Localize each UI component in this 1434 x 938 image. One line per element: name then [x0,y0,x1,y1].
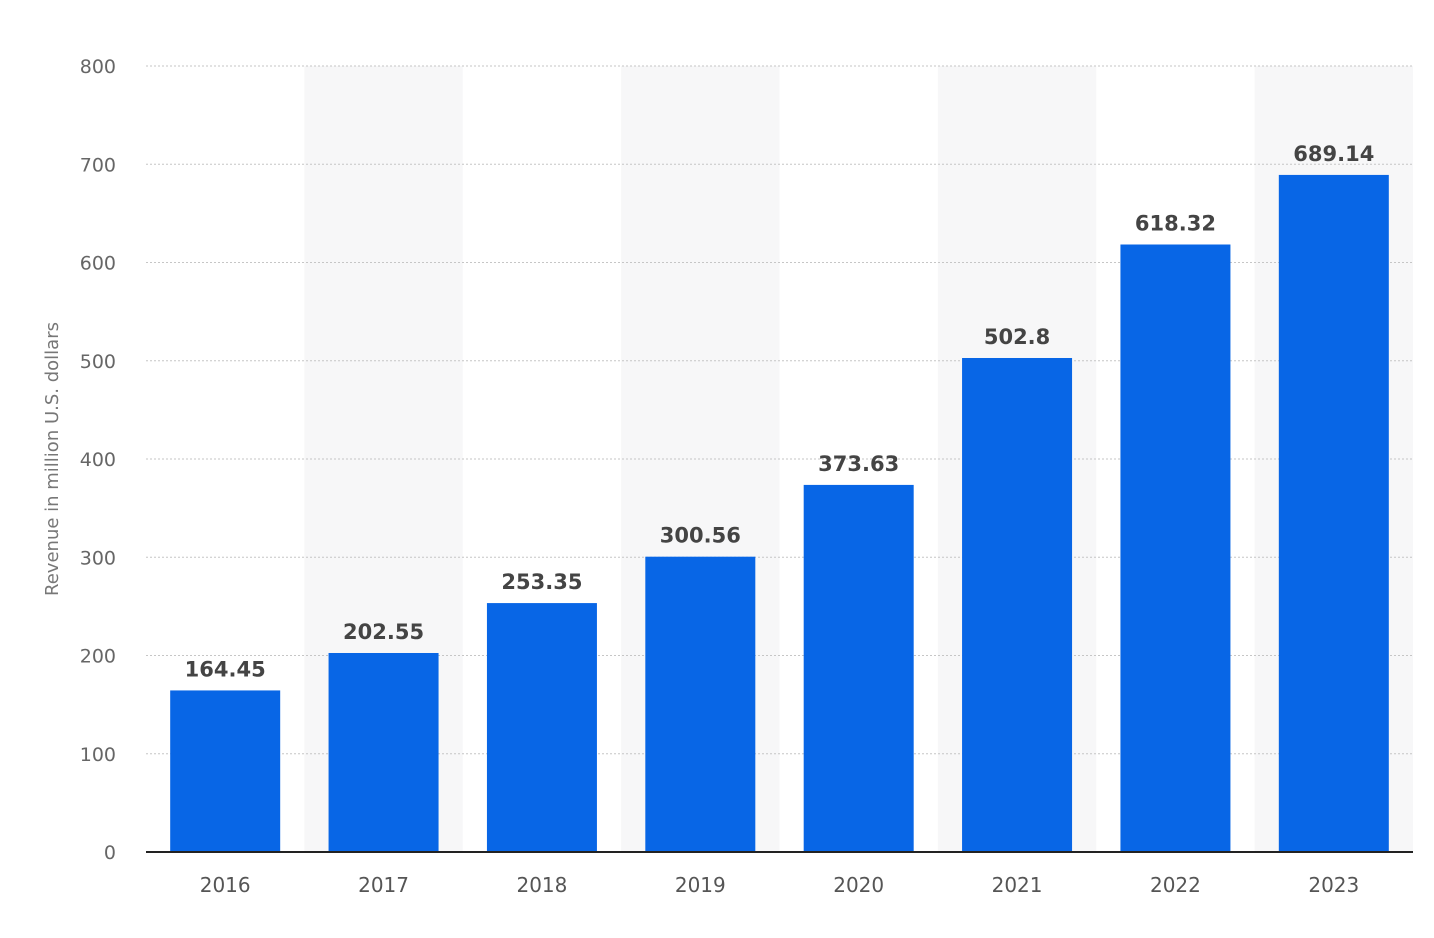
bar-value-label: 502.8 [984,325,1050,349]
x-tick-label: 2016 [200,873,251,897]
x-axis-ticks: 2016 2017 2018 2019 2020 2021 2022 2023 [200,873,1360,897]
bar [962,357,1073,852]
bar-value-label: 689.14 [1293,142,1374,166]
y-tick-label: 700 [80,154,116,176]
x-tick-label: 2022 [1150,873,1201,897]
bar-value-label: 300.56 [660,524,741,548]
bar [1278,174,1389,853]
x-tick-label: 2017 [358,873,409,897]
bar-value-label: 202.55 [343,620,424,644]
x-tick-label: 2019 [675,873,726,897]
y-tick-label: 300 [80,547,116,569]
x-tick-label: 2018 [516,873,567,897]
y-axis-label: Revenue in million U.S. dollars [42,322,63,596]
bar [803,484,914,852]
bars [170,174,1389,853]
data-labels: 164.45 202.55 253.35 300.56 373.63 502.8 618.3… [185,142,1375,682]
bar-value-label: 618.32 [1135,212,1216,236]
bar [645,556,756,852]
y-tick-label: 400 [80,449,116,471]
y-tick-label: 800 [80,56,116,78]
bar [1120,244,1231,852]
y-tick-label: 100 [80,744,116,766]
y-tick-label: 0 [104,842,116,864]
bar [170,690,281,852]
bar [486,603,597,852]
y-tick-label: 500 [80,351,116,373]
gridlines [146,65,1413,755]
x-tick-label: 2020 [833,873,884,897]
y-tick-label: 600 [80,253,116,275]
x-tick-label: 2021 [992,873,1043,897]
bar [328,652,439,852]
x-tick-label: 2023 [1308,873,1359,897]
y-axis-ticks: 0 100 200 300 400 500 600 700 800 [80,56,116,864]
bar-value-label: 253.35 [501,570,582,594]
bar-value-label: 164.45 [185,657,266,681]
bar-value-label: 373.63 [818,452,899,476]
y-tick-label: 200 [80,646,116,668]
